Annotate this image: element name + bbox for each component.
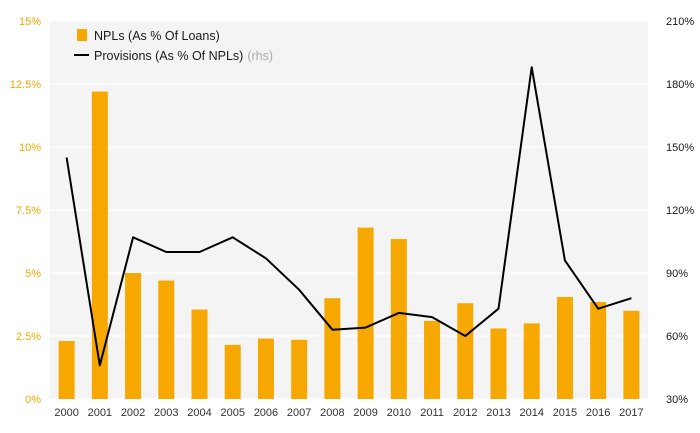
bar-2007 — [291, 339, 308, 399]
gridlines — [50, 20, 648, 400]
left-tick-label: 2.5% — [16, 331, 41, 343]
x-tick-label: 2001 — [88, 407, 112, 419]
left-tick-label: 15% — [19, 16, 41, 28]
bar-2015 — [556, 296, 573, 399]
bar-2016 — [590, 301, 607, 399]
right-tick-label: 30% — [666, 394, 688, 406]
bar-2005 — [224, 344, 241, 399]
bar-2008 — [324, 298, 341, 399]
x-tick-label: 2008 — [320, 407, 344, 419]
bar-2013 — [490, 328, 507, 399]
x-axis: 2000 2001 2002 2003 2004 2005 2006 2007 2008 2009… — [54, 407, 643, 419]
legend-swatch-npls — [77, 29, 87, 41]
provisions-line — [65, 66, 632, 367]
x-tick-label: 2017 — [619, 407, 643, 419]
bar-2006 — [257, 338, 274, 399]
right-tick-label: 210% — [666, 16, 694, 28]
left-tick-label: 10% — [19, 142, 41, 154]
left-axis: 0% 2.5% 5% 7.5% 10% 12.5% 15% — [10, 16, 41, 406]
bar-2004 — [191, 309, 208, 399]
legend-label-provisions: Provisions (As % Of NPLs) (rhs) — [94, 49, 273, 63]
left-tick-label: 12.5% — [10, 79, 41, 91]
right-tick-label: 90% — [666, 268, 688, 280]
legend-label-rhs: (rhs) — [247, 49, 273, 63]
legend-label-provisions-text: Provisions (As % Of NPLs) — [94, 49, 243, 63]
right-tick-label: 60% — [666, 331, 688, 343]
x-tick-label: 2007 — [287, 407, 311, 419]
x-tick-label: 2012 — [453, 407, 477, 419]
bar-2012 — [457, 303, 474, 399]
bar-2000 — [58, 341, 75, 399]
left-tick-label: 5% — [25, 268, 41, 280]
bar-2001 — [91, 91, 108, 399]
x-tick-label: 2010 — [387, 407, 411, 419]
x-tick-label: 2011 — [420, 407, 444, 419]
x-tick-label: 2016 — [586, 407, 610, 419]
bar-2017 — [623, 310, 640, 399]
bar-2014 — [523, 323, 540, 399]
bar-2003 — [158, 280, 175, 399]
x-tick-label: 2014 — [519, 407, 543, 419]
bar-2002 — [125, 273, 142, 399]
right-tick-label: 150% — [666, 142, 694, 154]
x-tick-label: 2004 — [187, 407, 211, 419]
x-tick-label: 2000 — [54, 407, 78, 419]
right-tick-label: 120% — [666, 205, 694, 217]
right-axis: 30% 60% 90% 120% 150% 180% 210% — [666, 16, 694, 406]
x-tick-label: 2003 — [154, 407, 178, 419]
x-tick-label: 2015 — [553, 407, 577, 419]
bar-2011 — [424, 320, 441, 399]
left-tick-label: 7.5% — [16, 205, 41, 217]
x-tick-label: 2009 — [353, 407, 377, 419]
left-tick-label: 0% — [25, 394, 41, 406]
x-tick-label: 2006 — [254, 407, 278, 419]
right-tick-label: 180% — [666, 79, 694, 91]
x-tick-label: 2002 — [121, 407, 145, 419]
legend: NPLs (As % Of Loans) Provisions (As % Of… — [74, 29, 273, 63]
x-tick-label: 2005 — [220, 407, 244, 419]
bar-2010 — [390, 238, 407, 399]
bar-2009 — [357, 227, 374, 399]
x-tick-label: 2013 — [486, 407, 510, 419]
line-series-provisions — [65, 66, 632, 367]
legend-label-npls: NPLs (As % Of Loans) — [94, 29, 220, 43]
bar-series-npls — [58, 91, 640, 399]
